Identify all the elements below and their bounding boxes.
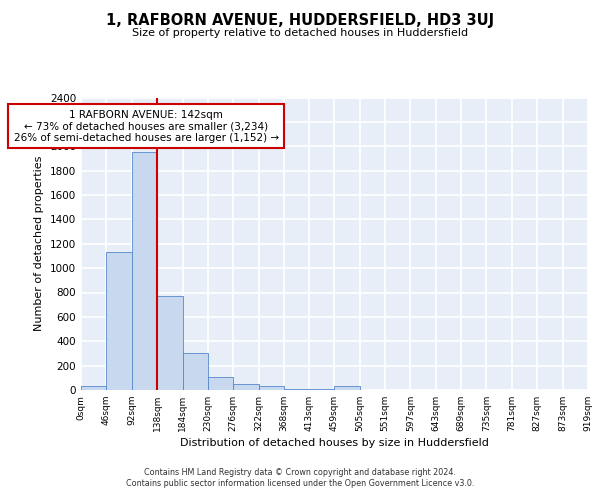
Text: 1 RAFBORN AVENUE: 142sqm
← 73% of detached houses are smaller (3,234)
26% of sem: 1 RAFBORN AVENUE: 142sqm ← 73% of detach… bbox=[14, 110, 278, 143]
Bar bbox=[259, 386, 284, 390]
Bar bbox=[157, 296, 182, 390]
Bar bbox=[284, 389, 310, 390]
Text: Contains HM Land Registry data © Crown copyright and database right 2024.
Contai: Contains HM Land Registry data © Crown c… bbox=[126, 468, 474, 487]
Bar bbox=[233, 384, 259, 390]
Bar bbox=[81, 386, 106, 390]
Y-axis label: Number of detached properties: Number of detached properties bbox=[34, 156, 44, 332]
Text: Size of property relative to detached houses in Huddersfield: Size of property relative to detached ho… bbox=[132, 28, 468, 38]
Bar bbox=[208, 377, 233, 390]
X-axis label: Distribution of detached houses by size in Huddersfield: Distribution of detached houses by size … bbox=[180, 438, 489, 448]
Bar bbox=[132, 152, 157, 390]
Bar bbox=[334, 386, 359, 390]
Bar bbox=[106, 252, 132, 390]
Bar bbox=[182, 354, 208, 390]
Text: 1, RAFBORN AVENUE, HUDDERSFIELD, HD3 3UJ: 1, RAFBORN AVENUE, HUDDERSFIELD, HD3 3UJ bbox=[106, 12, 494, 28]
